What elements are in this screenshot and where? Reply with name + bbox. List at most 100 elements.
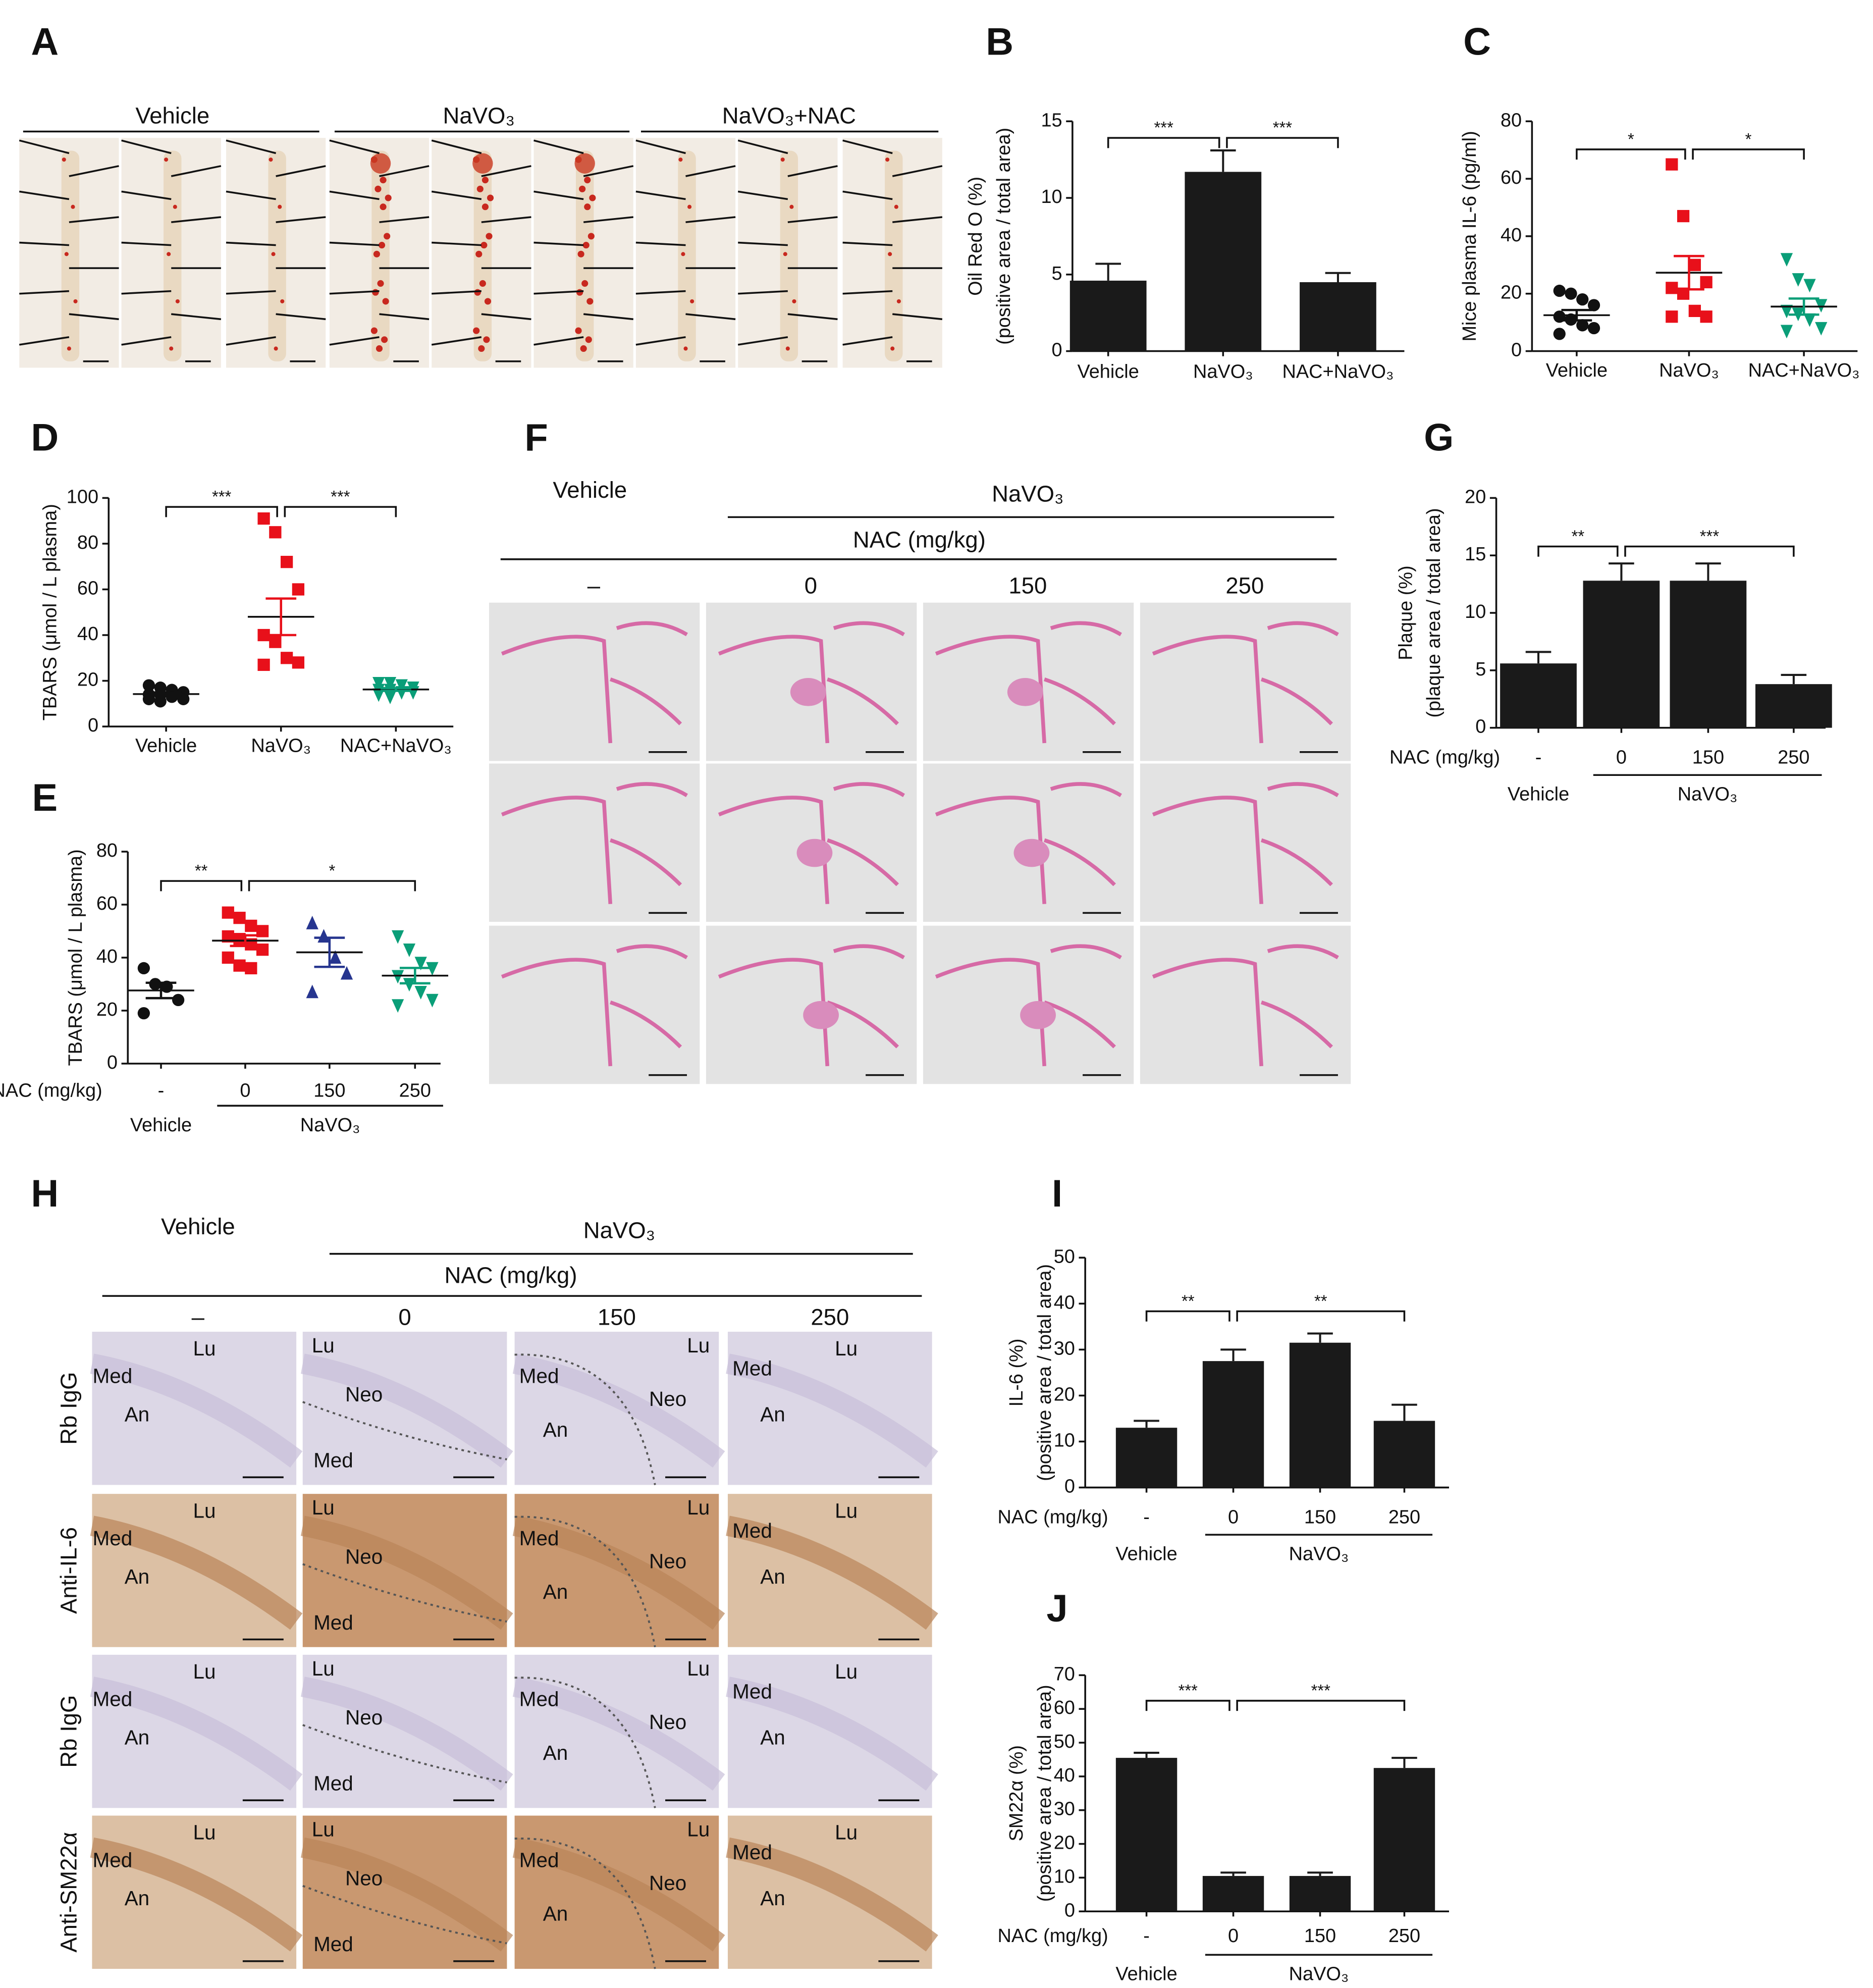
significance-label: **	[1314, 1291, 1327, 1310]
photo	[432, 138, 531, 368]
lesion	[576, 289, 583, 296]
lesion	[164, 158, 169, 162]
pin	[533, 241, 584, 246]
data-point	[1587, 322, 1600, 335]
tile-label: Neo	[649, 1549, 686, 1573]
lesion	[681, 252, 685, 256]
lesion	[274, 346, 278, 351]
tile-label: Lu	[193, 1337, 216, 1360]
significance-label: ***	[1273, 118, 1293, 137]
dose-label: –	[587, 572, 601, 598]
pin	[379, 216, 430, 223]
data-point	[1553, 328, 1566, 340]
data-point	[1780, 253, 1793, 267]
y-axis-label: (plaque area / total area)	[1423, 508, 1444, 717]
x-axis-label: NAC (mg/kg)	[1389, 747, 1500, 768]
panel-letter: D	[31, 416, 59, 459]
sem-bar	[265, 597, 297, 637]
pin	[276, 216, 326, 223]
tile-label: Med	[93, 1848, 133, 1871]
significance-bracket	[248, 880, 416, 892]
data-point	[1688, 258, 1701, 271]
pin	[533, 190, 584, 200]
x-tick-label: Vehicle	[135, 736, 197, 757]
x-tick-label: -	[158, 1080, 165, 1102]
pin	[19, 336, 70, 346]
data-point	[257, 512, 270, 525]
pin	[583, 216, 633, 223]
y-tick-label: 70	[1054, 1663, 1075, 1685]
vessel-wall	[501, 621, 688, 744]
y-tick-label: 10	[1465, 601, 1486, 622]
aorta	[164, 150, 182, 361]
vessel-wall	[718, 782, 905, 904]
y-tick-label: 60	[96, 893, 118, 914]
pin	[329, 241, 380, 246]
data-point	[1803, 313, 1816, 327]
x-tick-label: Vehicle	[1078, 361, 1139, 383]
data-point	[1688, 304, 1701, 318]
panel-letter: A	[31, 21, 59, 64]
x-tick-label: NAC+NaVO₃	[1282, 361, 1394, 383]
tile-label: Med	[93, 1688, 133, 1711]
y-tick-label: 40	[96, 946, 118, 967]
pin	[276, 313, 326, 321]
panel-letter: G	[1424, 416, 1454, 459]
dose-label: 0	[805, 572, 817, 598]
data-point	[149, 978, 162, 990]
data-point	[340, 966, 353, 980]
lesion	[380, 177, 387, 184]
row-label: Anti-IL-6	[56, 1527, 81, 1614]
treatment-header: NaVO₃	[583, 1218, 655, 1243]
y-axis-label: TBARS (μmol / L plasma)	[65, 849, 86, 1066]
tile-label: Lu	[687, 1334, 710, 1357]
bar	[1202, 1361, 1264, 1488]
x-tick-label: -	[1535, 747, 1542, 768]
group-label: Vehicle	[1508, 784, 1569, 805]
y-axis-label: Mice plasma IL-6 (pg/ml)	[1459, 131, 1480, 341]
significance-label: *	[1745, 130, 1752, 148]
data-point	[269, 526, 282, 539]
error-bar	[1325, 272, 1351, 282]
sem-bar	[1674, 254, 1704, 291]
y-tick-label: 60	[77, 578, 98, 599]
tissue-band	[726, 1677, 938, 1791]
lesion	[67, 346, 71, 351]
significance-label: ***	[331, 487, 350, 506]
treatment-header: NaVO₃	[992, 481, 1063, 506]
vehicle-header: Vehicle	[553, 477, 627, 503]
group-header: Vehicle	[135, 103, 209, 129]
lesion	[169, 346, 174, 351]
data-point	[329, 950, 342, 964]
pin	[533, 290, 584, 295]
lesion	[896, 299, 901, 303]
tissue-band	[301, 1677, 513, 1791]
row-label: Anti-SM22α	[56, 1832, 81, 1953]
y-axis-label: (positive area / total area)	[993, 128, 1014, 345]
tile-label: An	[543, 1902, 568, 1925]
error-bar	[1210, 149, 1236, 172]
pin	[379, 313, 430, 321]
x-tick-label: 250	[399, 1080, 431, 1102]
lesion	[484, 298, 492, 305]
pin	[737, 139, 788, 154]
tile-label: Neo	[345, 1867, 383, 1890]
tile-label: Lu	[835, 1337, 858, 1360]
error-bar	[1525, 651, 1551, 664]
x-tick-label: -	[1143, 1925, 1150, 1947]
y-tick-label: 0	[1052, 340, 1062, 361]
sem-bar	[145, 981, 177, 1000]
bar	[1185, 172, 1262, 351]
significance-label: ***	[1179, 1681, 1198, 1700]
tissue-band	[512, 1515, 725, 1630]
y-tick-label: 20	[1465, 486, 1486, 507]
x-tick-label: NaVO₃	[1659, 360, 1719, 381]
dose-label: –	[192, 1304, 205, 1330]
lesion	[473, 327, 480, 334]
lesion	[587, 233, 595, 240]
data-point	[426, 993, 439, 1008]
lesion	[380, 203, 387, 211]
pin	[226, 336, 276, 346]
bar	[1300, 282, 1376, 351]
significance-label: ***	[1154, 118, 1174, 137]
